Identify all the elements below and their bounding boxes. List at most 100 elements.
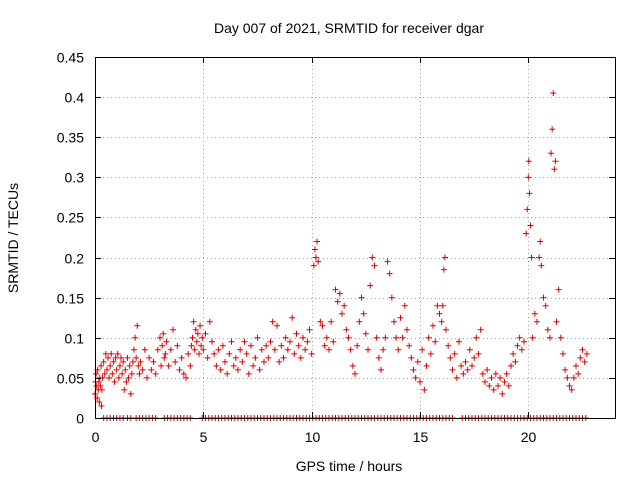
data-point xyxy=(215,346,222,353)
data-point xyxy=(141,346,148,353)
data-point xyxy=(304,338,311,345)
data-point xyxy=(544,326,551,333)
data-point xyxy=(98,402,105,409)
data-point xyxy=(302,346,309,353)
data-points xyxy=(92,90,590,421)
data-point xyxy=(499,390,506,397)
data-point xyxy=(436,310,443,317)
data-point xyxy=(456,338,462,345)
data-point xyxy=(365,346,371,353)
data-point xyxy=(291,350,298,357)
data-point xyxy=(114,350,121,357)
data-point xyxy=(269,318,276,325)
data-point xyxy=(479,370,486,377)
y-tick-label: 0.05 xyxy=(57,371,84,387)
data-point xyxy=(235,366,241,373)
data-point xyxy=(287,338,293,345)
data-point xyxy=(549,126,556,133)
data-point xyxy=(575,370,582,377)
data-point xyxy=(93,370,100,377)
data-point xyxy=(529,334,536,341)
data-point xyxy=(328,318,335,325)
data-point xyxy=(495,382,501,389)
data-point xyxy=(243,350,250,357)
data-point xyxy=(178,354,185,361)
data-point xyxy=(311,246,318,253)
data-point xyxy=(278,342,285,349)
data-point xyxy=(254,334,261,341)
data-point xyxy=(367,282,374,289)
data-point xyxy=(579,346,586,353)
data-point xyxy=(527,222,534,229)
data-point xyxy=(150,358,157,365)
data-point xyxy=(134,322,141,329)
data-point xyxy=(162,350,169,357)
data-point xyxy=(490,386,497,393)
data-point xyxy=(196,350,202,357)
data-point xyxy=(512,358,519,365)
data-point xyxy=(120,358,127,365)
data-point xyxy=(417,378,423,385)
data-point xyxy=(148,366,155,373)
data-point xyxy=(323,334,330,341)
data-point xyxy=(388,294,395,301)
data-point xyxy=(378,366,384,373)
data-point xyxy=(97,382,104,389)
data-point xyxy=(583,350,590,357)
data-point xyxy=(581,358,588,365)
data-point xyxy=(115,374,122,381)
data-point xyxy=(451,350,458,357)
data-point xyxy=(560,350,566,357)
data-point xyxy=(239,358,246,365)
data-point xyxy=(334,298,341,305)
data-point xyxy=(414,358,421,365)
data-point xyxy=(139,366,146,373)
data-point xyxy=(326,346,332,353)
data-point xyxy=(573,362,579,369)
data-point xyxy=(127,390,134,397)
data-point xyxy=(96,398,103,405)
data-point xyxy=(343,326,350,333)
data-point xyxy=(135,362,142,369)
data-point xyxy=(102,350,109,357)
data-point xyxy=(119,370,126,377)
data-point xyxy=(300,334,306,341)
data-point xyxy=(508,362,514,369)
data-point xyxy=(163,338,170,345)
data-point xyxy=(200,346,207,353)
data-point xyxy=(105,354,111,361)
data-point xyxy=(154,346,161,353)
data-point xyxy=(521,338,527,345)
y-tick-label: 0.45 xyxy=(57,50,84,66)
data-point xyxy=(132,334,139,341)
data-point xyxy=(570,374,577,381)
data-point xyxy=(447,354,454,361)
data-point xyxy=(289,314,296,321)
axis-ticks xyxy=(95,57,615,419)
data-point xyxy=(263,342,270,349)
data-point xyxy=(297,354,304,361)
data-point xyxy=(265,354,272,361)
data-point xyxy=(192,326,199,333)
data-point xyxy=(518,346,525,353)
data-point xyxy=(271,346,278,353)
data-point xyxy=(482,378,488,385)
data-point xyxy=(118,354,124,361)
data-point xyxy=(458,362,465,369)
x-axis-tick-labels: 0 5 10 15 20 xyxy=(92,429,537,445)
data-point xyxy=(430,322,436,329)
data-point xyxy=(371,262,378,269)
data-point xyxy=(484,366,491,373)
data-point xyxy=(95,378,102,385)
data-point xyxy=(406,342,413,349)
data-point xyxy=(176,366,183,373)
data-point xyxy=(123,378,130,385)
data-point xyxy=(160,330,167,337)
data-point xyxy=(111,378,118,385)
data-point xyxy=(314,238,321,245)
data-point xyxy=(185,350,192,357)
data-point xyxy=(423,362,430,369)
data-point xyxy=(438,318,445,325)
y-tick-label: 0.1 xyxy=(65,331,85,347)
